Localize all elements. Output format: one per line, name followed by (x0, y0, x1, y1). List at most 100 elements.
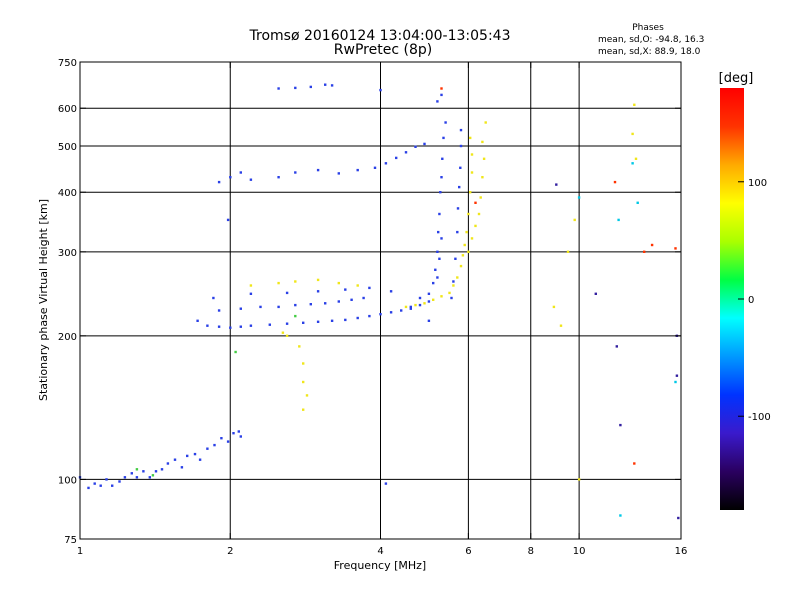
data-point (384, 482, 388, 485)
data-point (619, 423, 622, 427)
data-point (135, 476, 139, 479)
data-point (123, 476, 127, 479)
data-point (459, 144, 463, 148)
data-point (217, 309, 221, 312)
data-point (173, 458, 177, 461)
y-tick-label: 500 (58, 142, 77, 153)
data-point (294, 86, 297, 90)
data-point (302, 362, 305, 365)
scatter-points (78, 83, 680, 520)
data-point (450, 296, 453, 300)
data-point (414, 303, 417, 307)
data-point (459, 128, 463, 132)
data-point (459, 166, 462, 169)
data-point (186, 454, 189, 458)
data-point (566, 250, 570, 253)
data-point (220, 437, 223, 440)
x-axis-label: Frequency [MHz] (334, 559, 426, 572)
data-point (93, 482, 96, 485)
data-point (452, 284, 455, 287)
legend-title: Phases (632, 23, 664, 33)
data-point (316, 290, 320, 293)
data-point (465, 230, 468, 234)
data-point (130, 472, 133, 475)
y-axis-label: Stationary phase Virtual Height [km] (37, 199, 50, 401)
data-point (643, 250, 646, 253)
data-point (226, 440, 230, 443)
data-point (362, 296, 365, 300)
data-point (324, 302, 327, 305)
data-point (594, 292, 597, 295)
data-point (285, 334, 289, 337)
data-point (379, 313, 382, 316)
data-point (160, 468, 164, 471)
data-point (344, 288, 347, 291)
colorbar-tick-label: 100 (748, 178, 767, 189)
data-point (470, 171, 474, 174)
data-point (206, 324, 209, 327)
data-point (555, 183, 558, 186)
data-point (87, 486, 90, 490)
data-point (373, 166, 377, 169)
data-point (368, 314, 371, 318)
data-point (481, 176, 484, 179)
data-point (456, 207, 460, 210)
data-point (316, 320, 320, 323)
data-point (206, 447, 209, 450)
data-point (440, 87, 443, 90)
x-tick-label: 10 (573, 546, 586, 557)
x-tick-label: 8 (528, 546, 534, 557)
x-tick-label: 4 (377, 546, 383, 557)
data-point (634, 157, 638, 160)
data-point (309, 303, 312, 306)
data-point (423, 302, 426, 305)
data-point (436, 276, 439, 279)
legend-line-x: mean, sd,X: 88.9, 18.0 (598, 47, 701, 57)
data-point (631, 132, 634, 136)
data-point (427, 300, 431, 303)
data-point (285, 291, 289, 295)
x-tick-label: 6 (465, 546, 471, 557)
colorbar-tick-label: -100 (748, 412, 771, 423)
data-point (479, 196, 482, 199)
colorbar-tick-label: 0 (748, 295, 754, 306)
data-point (633, 462, 636, 465)
data-point (436, 100, 439, 103)
data-point (212, 296, 215, 300)
data-point (249, 284, 253, 287)
data-point (302, 321, 305, 324)
data-point (268, 323, 271, 326)
data-point (337, 281, 340, 285)
data-point (454, 257, 457, 260)
data-point (356, 168, 359, 172)
data-point (432, 281, 435, 285)
data-point (105, 478, 108, 481)
data-point (239, 435, 242, 438)
data-point (482, 157, 486, 160)
data-point (309, 85, 312, 89)
data-point (427, 292, 431, 295)
data-point (469, 136, 472, 140)
data-point (467, 212, 470, 216)
data-point (441, 157, 444, 160)
data-point (418, 296, 422, 300)
x-tick-label: 16 (675, 546, 688, 557)
data-point (423, 142, 426, 146)
data-point (232, 432, 235, 435)
data-point (674, 247, 677, 250)
data-point (118, 480, 121, 483)
data-point (440, 176, 443, 179)
data-point (111, 484, 114, 487)
data-point (277, 87, 280, 90)
data-point (484, 121, 487, 124)
data-point (196, 319, 199, 322)
data-point (180, 466, 184, 469)
data-point (432, 298, 435, 301)
y-tick-label: 100 (58, 475, 77, 486)
data-point (249, 178, 253, 181)
data-point (452, 280, 455, 283)
data-point (166, 462, 170, 465)
data-point (444, 121, 447, 124)
data-point (573, 218, 576, 222)
data-point (229, 326, 232, 329)
